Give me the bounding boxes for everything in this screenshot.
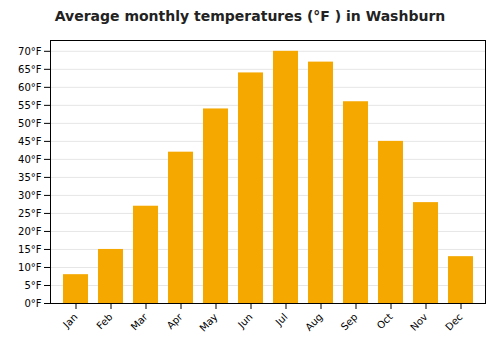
svg-text:40°F: 40°F: [18, 154, 42, 165]
svg-text:Jan: Jan: [60, 311, 79, 330]
html-text:Average monthly temperatures (: Average monthly temperatures (°F ) in Wa…: [54, 8, 446, 24]
svg-text:30°F: 30°F: [18, 190, 42, 201]
svg-text:5°F: 5°F: [24, 280, 41, 291]
svg-text:Aug: Aug: [303, 311, 325, 333]
svg-text:45°F: 45°F: [18, 136, 42, 147]
svg-text:60°F: 60°F: [18, 82, 42, 93]
svg-text:25°F: 25°F: [18, 208, 42, 219]
svg-text:65°F: 65°F: [18, 64, 42, 75]
svg-text:Mar: Mar: [129, 311, 151, 333]
svg-text:Oct: Oct: [375, 311, 395, 331]
svg-text:Feb: Feb: [94, 311, 114, 331]
svg-text:Apr: Apr: [165, 311, 186, 332]
svg-text:0°F: 0°F: [24, 298, 41, 309]
svg-text:20°F: 20°F: [18, 226, 42, 237]
svg-text:Nov: Nov: [408, 311, 430, 333]
svg-text:Dec: Dec: [443, 311, 464, 332]
svg-text:Jun: Jun: [235, 311, 255, 331]
svg-text:10°F: 10°F: [18, 262, 42, 273]
svg-text:70°F: 70°F: [18, 46, 42, 57]
svg-text:35°F: 35°F: [18, 172, 42, 183]
svg-text:15°F: 15°F: [18, 244, 42, 255]
svg-text:55°F: 55°F: [18, 100, 42, 111]
svg-text:May: May: [197, 311, 219, 333]
svg-text:50°F: 50°F: [18, 118, 42, 129]
svg-text:Sep: Sep: [339, 311, 360, 332]
svg-text:Jul: Jul: [273, 311, 290, 328]
